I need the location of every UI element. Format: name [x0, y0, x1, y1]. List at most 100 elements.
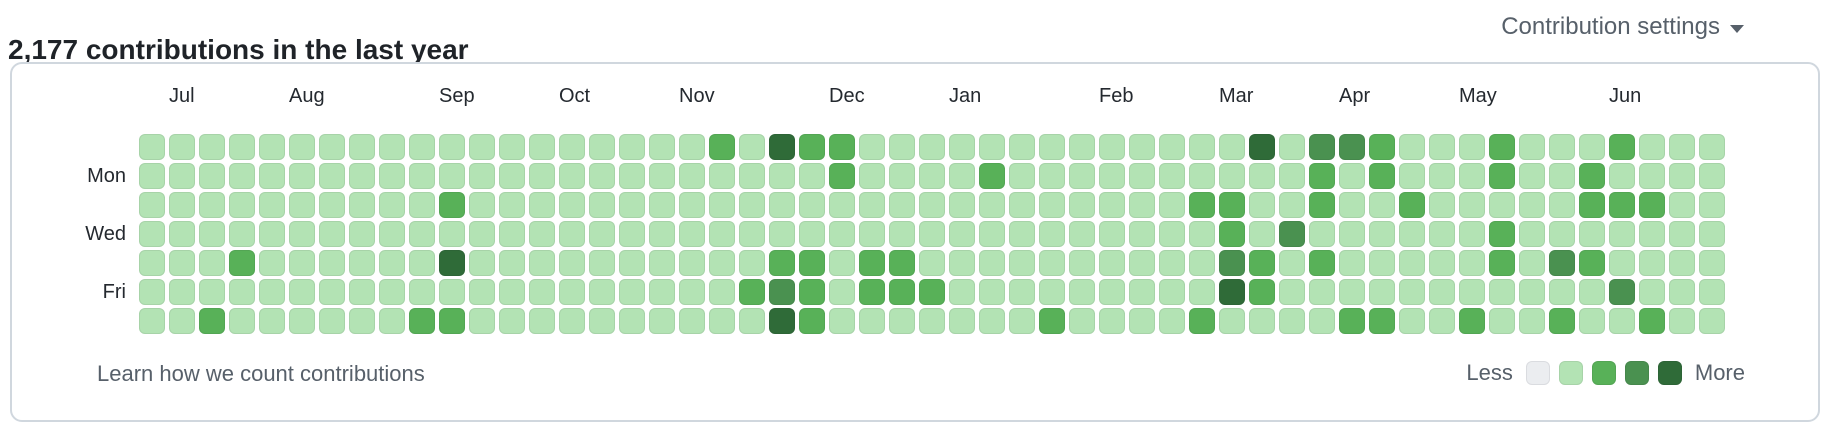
contribution-cell[interactable]: [1519, 192, 1545, 218]
contribution-cell[interactable]: [1699, 308, 1725, 334]
contribution-cell[interactable]: [649, 163, 675, 189]
contribution-cell[interactable]: [649, 192, 675, 218]
contribution-cell[interactable]: [1009, 134, 1035, 160]
contribution-cell[interactable]: [739, 250, 765, 276]
contribution-cell[interactable]: [739, 134, 765, 160]
contribution-cell[interactable]: [319, 192, 345, 218]
contribution-cell[interactable]: [1369, 308, 1395, 334]
contribution-cell[interactable]: [979, 250, 1005, 276]
contribution-cell[interactable]: [529, 308, 555, 334]
contribution-cell[interactable]: [1159, 250, 1185, 276]
contribution-cell[interactable]: [769, 192, 795, 218]
contribution-cell[interactable]: [709, 163, 735, 189]
contribution-cell[interactable]: [1579, 221, 1605, 247]
contribution-cell[interactable]: [139, 163, 165, 189]
contribution-cell[interactable]: [1309, 192, 1335, 218]
contribution-cell[interactable]: [679, 250, 705, 276]
contribution-cell[interactable]: [769, 308, 795, 334]
contribution-cell[interactable]: [229, 279, 255, 305]
contribution-cell[interactable]: [139, 192, 165, 218]
contribution-cell[interactable]: [1549, 134, 1575, 160]
contribution-cell[interactable]: [799, 308, 825, 334]
contribution-cell[interactable]: [1039, 250, 1065, 276]
contribution-cell[interactable]: [1189, 221, 1215, 247]
contribution-cell[interactable]: [1249, 192, 1275, 218]
contribution-cell[interactable]: [259, 250, 285, 276]
contribution-cell[interactable]: [1039, 163, 1065, 189]
contribution-cell[interactable]: [619, 221, 645, 247]
contribution-cell[interactable]: [409, 192, 435, 218]
contribution-cell[interactable]: [559, 163, 585, 189]
contribution-cell[interactable]: [229, 192, 255, 218]
contribution-cell[interactable]: [919, 134, 945, 160]
contribution-cell[interactable]: [1639, 279, 1665, 305]
contribution-cell[interactable]: [139, 250, 165, 276]
contribution-cell[interactable]: [1489, 250, 1515, 276]
contribution-cell[interactable]: [469, 279, 495, 305]
contribution-cell[interactable]: [1129, 308, 1155, 334]
contribution-cell[interactable]: [859, 134, 885, 160]
contribution-cell[interactable]: [739, 308, 765, 334]
contribution-cell[interactable]: [1459, 250, 1485, 276]
contribution-cell[interactable]: [949, 221, 975, 247]
contribution-cell[interactable]: [1519, 134, 1545, 160]
contribution-cell[interactable]: [319, 163, 345, 189]
contribution-cell[interactable]: [649, 250, 675, 276]
contribution-cell[interactable]: [1069, 134, 1095, 160]
contribution-cell[interactable]: [289, 134, 315, 160]
contribution-cell[interactable]: [889, 279, 915, 305]
contribution-cell[interactable]: [1129, 192, 1155, 218]
contribution-cell[interactable]: [1219, 308, 1245, 334]
contribution-cell[interactable]: [979, 134, 1005, 160]
contribution-cell[interactable]: [589, 308, 615, 334]
contribution-cell[interactable]: [1459, 192, 1485, 218]
contribution-cell[interactable]: [1309, 308, 1335, 334]
contribution-cell[interactable]: [1579, 308, 1605, 334]
contribution-cell[interactable]: [949, 250, 975, 276]
contribution-cell[interactable]: [1099, 134, 1125, 160]
contribution-cell[interactable]: [169, 134, 195, 160]
contribution-cell[interactable]: [1459, 163, 1485, 189]
contribution-cell[interactable]: [349, 163, 375, 189]
contribution-cell[interactable]: [649, 279, 675, 305]
contribution-cell[interactable]: [469, 308, 495, 334]
contribution-cell[interactable]: [1609, 250, 1635, 276]
contribution-cell[interactable]: [1159, 308, 1185, 334]
contribution-cell[interactable]: [409, 134, 435, 160]
contribution-cell[interactable]: [1609, 192, 1635, 218]
contribution-cell[interactable]: [1549, 221, 1575, 247]
contribution-cell[interactable]: [1129, 163, 1155, 189]
contribution-cell[interactable]: [379, 250, 405, 276]
contribution-cell[interactable]: [1159, 221, 1185, 247]
contribution-cell[interactable]: [829, 279, 855, 305]
contribution-cell[interactable]: [349, 250, 375, 276]
contribution-cell[interactable]: [1519, 221, 1545, 247]
contribution-cell[interactable]: [589, 221, 615, 247]
contribution-cell[interactable]: [1579, 279, 1605, 305]
contribution-cell[interactable]: [139, 279, 165, 305]
contribution-cell[interactable]: [409, 279, 435, 305]
contribution-cell[interactable]: [349, 279, 375, 305]
contribution-cell[interactable]: [319, 279, 345, 305]
contribution-cell[interactable]: [559, 192, 585, 218]
contribution-cell[interactable]: [949, 192, 975, 218]
contribution-cell[interactable]: [709, 308, 735, 334]
contribution-cell[interactable]: [1639, 221, 1665, 247]
contribution-cell[interactable]: [859, 250, 885, 276]
contribution-cell[interactable]: [409, 250, 435, 276]
contribution-cell[interactable]: [1069, 279, 1095, 305]
contribution-cell[interactable]: [1549, 163, 1575, 189]
contribution-cell[interactable]: [319, 308, 345, 334]
contribution-cell[interactable]: [1699, 221, 1725, 247]
contribution-cell[interactable]: [1219, 192, 1245, 218]
contribution-cell[interactable]: [949, 163, 975, 189]
contribution-cell[interactable]: [1699, 163, 1725, 189]
contribution-cell[interactable]: [169, 250, 195, 276]
contribution-cell[interactable]: [139, 308, 165, 334]
contribution-cell[interactable]: [739, 279, 765, 305]
contribution-cell[interactable]: [1549, 192, 1575, 218]
contribution-cell[interactable]: [1249, 279, 1275, 305]
contribution-cell[interactable]: [619, 163, 645, 189]
contribution-cell[interactable]: [919, 221, 945, 247]
contribution-cell[interactable]: [829, 192, 855, 218]
